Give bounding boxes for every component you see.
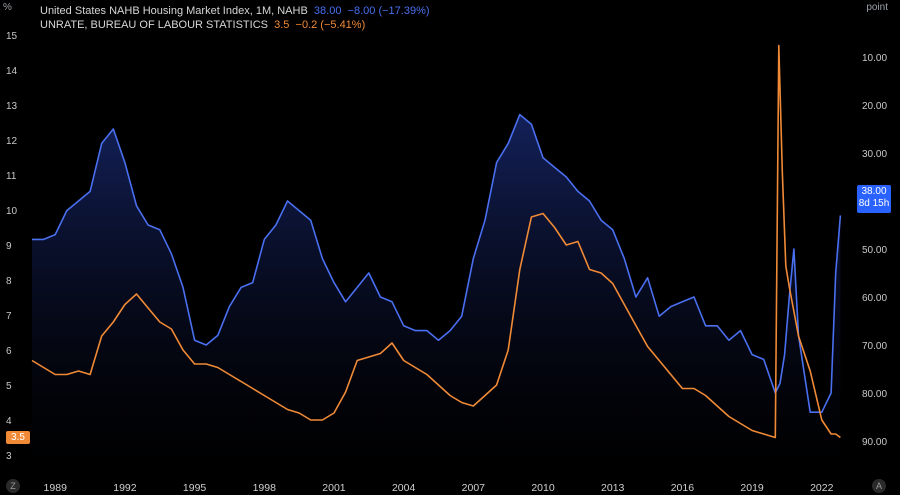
left-axis-unit: %: [3, 2, 12, 13]
nahb-badge-value: 38.00: [861, 186, 887, 197]
x-axis: 1989 1992 1995 1998 2001 2004 2007 2010 2013 2016…: [44, 482, 834, 494]
x-tick-label: 1995: [183, 482, 207, 494]
x-tick-label: 2016: [671, 482, 695, 494]
x-tick-label: 2004: [392, 482, 416, 494]
legend: United States NAHB Housing Market Index,…: [40, 4, 430, 32]
nahb-line[interactable]: [32, 113, 842, 413]
x-tick-label: 1998: [253, 482, 277, 494]
x-tick-label: 2001: [322, 482, 346, 494]
right-axis-unit: point: [866, 2, 888, 13]
right-tick-label: 80.00: [862, 389, 887, 400]
right-tick-label: 50.00: [862, 245, 887, 256]
right-tick-label: 70.00: [862, 341, 887, 352]
left-tick-label: 14: [6, 66, 18, 77]
legend-nahb-name: United States NAHB Housing Market Index,…: [40, 5, 308, 17]
left-tick-label: 6: [6, 346, 12, 357]
unrate-line[interactable]: [31, 44, 841, 439]
legend-row-nahb[interactable]: United States NAHB Housing Market Index,…: [40, 4, 430, 18]
right-tick-label: 10.00: [862, 53, 887, 64]
legend-nahb-change: −8.00 (−17.39%): [347, 5, 430, 17]
x-tick-label: 2022: [810, 482, 834, 494]
right-tick-label: 20.00: [862, 101, 887, 112]
right-tick-label: 90.00: [862, 437, 887, 448]
legend-unrate-change: −0.2 (−5.41%): [295, 19, 366, 31]
unrate-last-value-badge: 3.5: [6, 431, 30, 444]
legend-row-unrate[interactable]: UNRATE, BUREAU OF LABOUR STATISTICS 3.5 …: [40, 18, 430, 32]
x-tick-label: 2013: [601, 482, 625, 494]
x-tick-label: 2019: [740, 482, 764, 494]
left-axis: 15 14 13 12 11 10 9 8 7 6 5 4 3: [6, 31, 18, 462]
nahb-area-fill: [32, 114, 841, 455]
left-tick-label: 11: [6, 171, 17, 182]
right-tick-label: 60.00: [862, 293, 887, 304]
left-tick-label: 9: [6, 241, 12, 252]
series-lines: [31, 44, 842, 439]
left-tick-label: 12: [6, 136, 18, 147]
left-tick-label: 8: [6, 276, 12, 287]
left-tick-label: 15: [6, 31, 18, 42]
right-axis: 10.0020.0030.0040.0050.0060.0070.0080.00…: [862, 53, 887, 448]
zoom-button[interactable]: Z: [6, 479, 20, 493]
nahb-last-value-badge: 38.00 8d 15h: [857, 185, 891, 213]
left-tick-label: 13: [6, 101, 18, 112]
left-tick-label: 5: [6, 381, 12, 392]
left-tick-label: 4: [6, 416, 12, 427]
left-tick-label: 7: [6, 311, 12, 322]
x-tick-label: 2007: [462, 482, 486, 494]
right-tick-label: 30.00: [862, 149, 887, 160]
left-tick-label: 10: [6, 206, 18, 217]
legend-unrate-name: UNRATE, BUREAU OF LABOUR STATISTICS: [40, 19, 268, 31]
legend-unrate-value: 3.5: [274, 19, 290, 31]
nahb-area: [32, 114, 841, 455]
x-tick-label: 1989: [44, 482, 68, 494]
legend-nahb-value: 38.00: [313, 5, 342, 17]
x-tick-label: 1992: [113, 482, 137, 494]
x-tick-label: 2010: [531, 482, 555, 494]
nahb-badge-countdown: 8d 15h: [858, 198, 890, 209]
left-tick-label: 3: [6, 451, 12, 462]
auto-scale-button[interactable]: A: [872, 479, 886, 493]
